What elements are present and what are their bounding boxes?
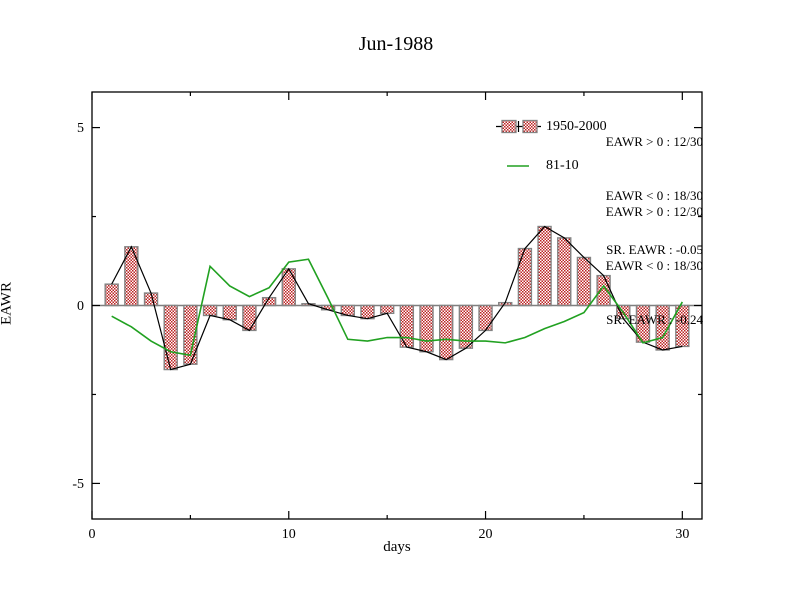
- x-tick-label-0: 0: [89, 527, 96, 542]
- bar-day-6: [202, 304, 218, 317]
- bar-day-10: [281, 268, 296, 307]
- bar-day-1: [104, 283, 119, 307]
- bar-day-23: [537, 225, 552, 307]
- bar-day-4: [163, 304, 178, 371]
- stats-block-1950-2000: EAWR > 0 : 12/30 EAWR < 0 : 18/30 SR. EA…: [606, 97, 703, 295]
- y-tick-label-0: 0: [77, 299, 84, 314]
- stats-line: SR. EAWR : -0.24: [606, 312, 703, 327]
- x-tick-label-30: 30: [675, 527, 689, 542]
- bar-day-14: [360, 304, 375, 320]
- bars-connecting-line: [111, 225, 683, 371]
- bar-day-7: [222, 304, 237, 321]
- stats-line: EAWR < 0 : 18/30: [605, 188, 703, 203]
- legend-bars-swatch-left: [501, 119, 517, 134]
- x-tick-label-10: 10: [282, 527, 296, 542]
- bar-day-17: [419, 304, 434, 353]
- legend-bars-swatch-right: [522, 119, 538, 134]
- bar-day-18: [438, 304, 454, 361]
- bar-day-25: [576, 256, 592, 307]
- chart-title: Jun-1988: [358, 33, 434, 55]
- legend-label-line: 81-10: [546, 158, 579, 173]
- y-tick-label--5: -5: [72, 477, 84, 492]
- x-axis-label: days: [383, 539, 411, 555]
- green-series-line: [111, 258, 684, 357]
- stats-line: EAWR > 0 : 12/30: [605, 134, 703, 149]
- stats-line: EAWR > 0 : 12/30: [605, 204, 703, 219]
- bar-day-16: [399, 304, 415, 348]
- stats-line: EAWR < 0 : 18/30: [605, 258, 703, 273]
- bar-day-8: [242, 304, 257, 332]
- bar-day-15: [379, 304, 395, 315]
- bar-day-22: [517, 247, 533, 307]
- bar-day-20: [478, 304, 493, 332]
- y-tick-label-5: 5: [77, 121, 84, 136]
- x-tick-label-20: 20: [479, 527, 493, 542]
- y-axis-label: EAWR: [0, 282, 15, 325]
- bar-day-24: [557, 237, 572, 307]
- stats-line: SR. EAWR : -0.05: [606, 242, 703, 257]
- legend-label-bars: 1950-2000: [546, 119, 607, 134]
- stats-block-81-10: EAWR > 0 : 12/30 EAWR < 0 : 18/30 SR. EA…: [606, 167, 703, 365]
